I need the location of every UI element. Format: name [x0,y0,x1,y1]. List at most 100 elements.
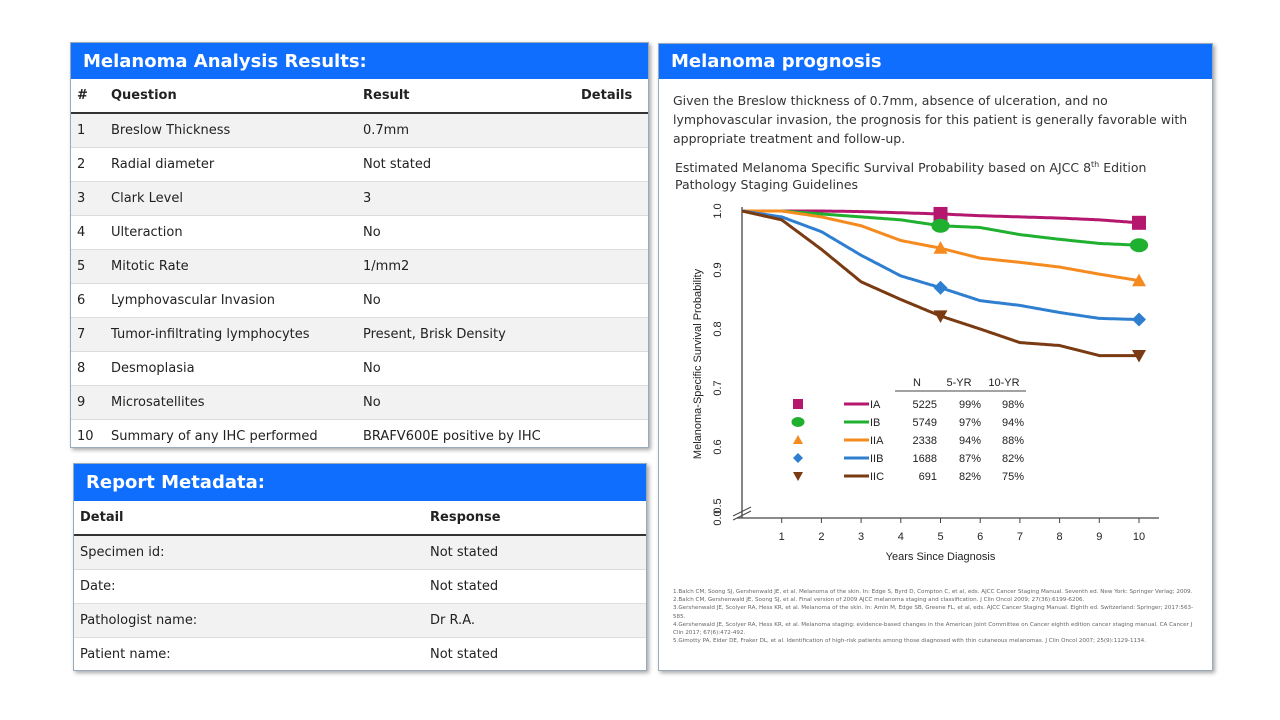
table-row: 6 Lymphovascular Invasion No [71,283,648,318]
x-tick-label: 1 [779,531,785,543]
cell-question: Summary of any IHC performed [105,419,357,453]
cell-number: 2 [71,147,105,182]
legend-10yr: 75% [1002,471,1024,483]
legend-label: IIA [870,435,884,447]
legend-5yr: 87% [959,453,981,465]
y-tick-label: 0.7 [712,380,724,395]
cell-detail: Pathologist name: [74,603,424,638]
x-tick-label: 9 [1096,531,1102,543]
cell-result: No [357,351,575,386]
reference-item: 3.Gershenwald JE, Scolyer RA, Hess KR, e… [673,605,1194,620]
reference-item: 4.Gershenwald JE, Scolyer RA, Hess KR, e… [673,621,1193,637]
x-tick-label: 2 [818,531,824,543]
cell-question: Ulteraction [105,215,357,250]
cell-number: 9 [71,385,105,420]
metadata-table: Detail Response Specimen id: Not stated Da… [74,501,646,671]
cell-response: Not stated [424,569,646,604]
cell-details [575,351,648,386]
chart-caption: Estimated Melanoma Specific Survival Pro… [675,156,1196,193]
cell-details [575,215,648,250]
legend-10yr: 98% [1002,399,1024,411]
legend-5yr: 97% [959,417,981,429]
legend-5yr: 99% [959,399,981,411]
table-row: 8 Desmoplasia No [71,351,648,386]
cell-details [575,283,648,318]
cell-result: Present, Brisk Density [357,317,575,352]
x-tick-label: 3 [858,531,864,543]
references: 1.Balch CM, Soong SJ, Gershenwald JE, et… [673,588,1198,645]
series-marker [1132,312,1146,327]
table-row: 1 Breslow Thickness 0.7mm [71,112,648,148]
metadata-title: Report Metadata: [74,464,646,501]
legend-marker [793,435,803,444]
reference-item: 1.Balch CM, Soong SJ, Gershenwald JE, et… [673,589,1193,595]
survival-chart: 1 2 3 4 5 6 7 8 9 10 0.00.5 0.6 0.7 0.8 0.9 1.0 Melanoma… [692,203,1159,563]
legend-label: IIB [870,453,883,465]
table-row: 3 Clark Level 3 [71,181,648,216]
col-result: Result [357,79,575,114]
col-response: Response [424,501,646,536]
legend-marker [793,472,803,481]
cell-details [575,385,648,420]
cell-question: Microsatellites [105,385,357,420]
col-detail: Detail [74,501,424,536]
cell-details [575,181,648,216]
caption-text: Estimated Melanoma Specific Survival Pro… [675,160,1092,176]
legend-label: IA [870,399,881,411]
legend-marker [793,453,803,463]
legend-5yr: 82% [959,471,981,483]
table-row: 9 Microsatellites No [71,385,648,420]
x-tick-label: 6 [977,531,983,543]
y-axis-label: Melanoma-Specific Survival Probability [692,268,704,459]
legend-label: IB [870,417,880,429]
cell-details [575,147,648,182]
cell-question: Tumor-infiltrating lymphocytes [105,317,357,352]
legend-10yr: 82% [1002,453,1024,465]
y-tick-label: 0.9 [712,262,724,277]
cell-number: 5 [71,249,105,284]
series-marker [1132,273,1146,287]
cell-details [575,317,648,352]
series-marker [933,280,948,295]
legend-header: 10-YR [988,377,1019,389]
cell-response: Not stated [424,637,646,671]
x-tick-label: 7 [1017,531,1023,543]
cell-details [575,112,648,148]
cell-number: 8 [71,351,105,386]
y-tick-label: 0.0 [712,510,724,525]
series-marker [933,310,948,324]
cell-result: BRAFV600E positive by IHC [357,419,575,453]
col-number: # [71,79,105,114]
legend-n: 5225 [913,399,937,411]
table-row: 5 Mitotic Rate 1/mm2 [71,249,648,284]
cell-result: No [357,283,575,318]
cell-number: 3 [71,181,105,216]
table-row: 7 Tumor-infiltrating lymphocytes Present, … [71,317,648,352]
series-marker [1132,349,1146,363]
x-tick-label: 4 [898,531,904,543]
metadata-panel: Report Metadata: Detail Response Specime… [73,463,647,671]
prognosis-panel: Melanoma prognosis Given the Breslow thi… [658,43,1213,671]
cell-result: 1/mm2 [357,249,575,284]
x-tick-label: 5 [937,531,943,543]
series-marker [1132,215,1146,230]
table-row: Patient name: Not stated [74,637,646,671]
cell-question: Lymphovascular Invasion [105,283,357,318]
axis-break [732,506,752,521]
legend-10yr: 88% [1002,435,1024,447]
legend-marker [791,417,805,427]
legend-n: 5749 [913,417,937,429]
table-row: 10 Summary of any IHC performed BRAFV600E … [71,419,648,453]
cell-result: 3 [357,181,575,216]
cell-question: Breslow Thickness [105,112,357,148]
table-row: Specimen id: Not stated [74,534,646,570]
legend-5yr: 94% [959,435,981,447]
series-marker [933,241,948,254]
cell-question: Desmoplasia [105,351,357,386]
y-tick-label: 0.6 [712,439,724,454]
x-axis-label: Years Since Diagnosis [886,551,996,563]
analysis-table: # Question Result Details 1 Breslow Thick… [71,79,648,453]
cell-number: 1 [71,112,105,148]
analysis-title: Melanoma Analysis Results: [71,43,648,79]
legend-header: 5-YR [946,377,971,389]
